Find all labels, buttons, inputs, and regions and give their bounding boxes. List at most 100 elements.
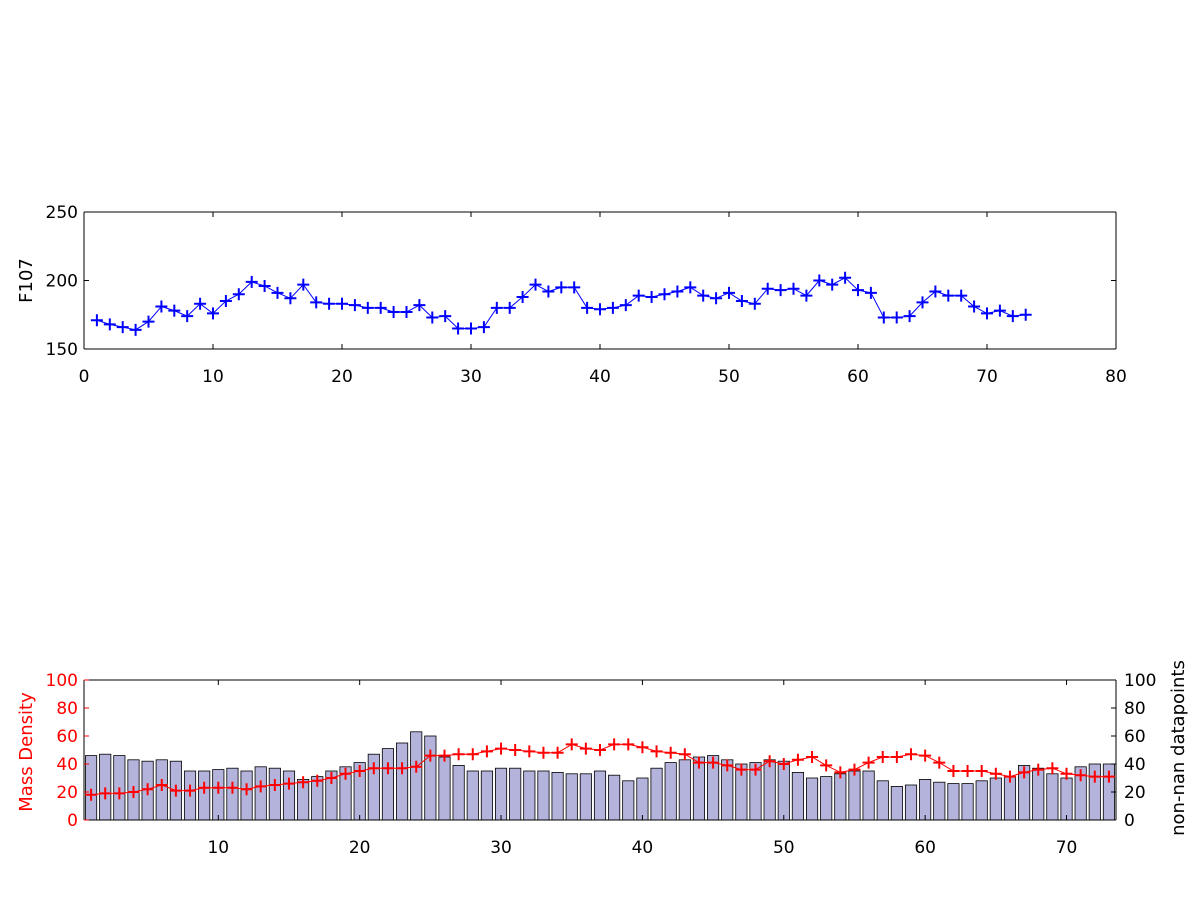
mass-density-point bbox=[806, 751, 819, 763]
mass-density-point bbox=[678, 748, 691, 761]
mass-density-point bbox=[311, 774, 324, 787]
x-tick-label: 0 bbox=[79, 367, 90, 387]
f107-data-point bbox=[813, 274, 826, 287]
datapoints-bar bbox=[1032, 767, 1045, 821]
datapoints-bar bbox=[678, 759, 691, 821]
datapoints-bar bbox=[480, 770, 493, 821]
mass-density-point bbox=[692, 756, 705, 769]
datapoints-bar bbox=[933, 781, 946, 821]
datapoints-bar bbox=[537, 770, 550, 821]
f107-data-point bbox=[581, 301, 594, 314]
f107-data-point bbox=[735, 295, 748, 308]
datapoints-bar bbox=[1046, 773, 1059, 821]
f107-data-point bbox=[310, 296, 323, 309]
f107-data-point bbox=[671, 285, 684, 298]
datapoints-bar bbox=[791, 772, 804, 821]
f107-data-point bbox=[697, 289, 710, 302]
datapoints-bar bbox=[198, 770, 211, 821]
mass-density-point bbox=[777, 758, 790, 770]
mass-density-point bbox=[367, 762, 380, 775]
f107-data-point bbox=[516, 290, 529, 303]
f107-data-point bbox=[877, 311, 890, 324]
f107-data-point bbox=[684, 281, 697, 294]
mass-density-point bbox=[1032, 763, 1045, 776]
mass-density-point bbox=[396, 762, 409, 775]
mass-density-point bbox=[325, 772, 338, 784]
mass-density-point bbox=[791, 753, 804, 766]
x-tick-label: 70 bbox=[976, 367, 998, 387]
mass-density-point bbox=[509, 744, 522, 756]
datapoints-bar bbox=[565, 773, 578, 821]
mass-density-point bbox=[721, 759, 734, 772]
x-tick-label: 60 bbox=[914, 838, 936, 858]
mass-density-point bbox=[339, 767, 352, 780]
datapoints-bar bbox=[820, 776, 833, 821]
f107-data-point bbox=[993, 304, 1006, 317]
datapoints-bar bbox=[961, 783, 974, 821]
mass-density-point bbox=[1060, 767, 1073, 780]
mass-density-point bbox=[650, 745, 663, 758]
mass-density-point bbox=[353, 765, 366, 777]
f107-data-point bbox=[168, 304, 181, 317]
datapoints-bar bbox=[523, 770, 536, 821]
f107-data-point bbox=[968, 300, 981, 313]
datapoints-bar bbox=[381, 748, 394, 821]
left-y-tick-label: 100 bbox=[46, 671, 78, 691]
datapoints-bar bbox=[268, 767, 281, 821]
f107-data-point bbox=[452, 322, 465, 335]
mass-density-point bbox=[735, 763, 748, 776]
f107-data-point bbox=[490, 301, 503, 314]
f107-data-point bbox=[594, 303, 606, 316]
f107-data-point bbox=[477, 321, 490, 334]
datapoints-bar bbox=[593, 770, 607, 821]
mass-density-point bbox=[452, 748, 465, 761]
f107-data-point bbox=[336, 297, 348, 310]
f107-data-point bbox=[800, 289, 813, 302]
mass-density-point bbox=[664, 746, 677, 759]
mass-density-point bbox=[551, 746, 564, 759]
x-tick-label: 70 bbox=[1056, 838, 1078, 858]
datapoints-bar bbox=[608, 774, 621, 821]
mass-density-point bbox=[707, 756, 720, 769]
f107-data-point bbox=[348, 299, 361, 312]
mass-density-point bbox=[240, 783, 253, 796]
mass-density-point bbox=[141, 783, 154, 796]
left-y-tick-label: 60 bbox=[56, 727, 78, 747]
datapoints-bar bbox=[862, 770, 875, 821]
datapoints-bar bbox=[650, 767, 663, 821]
f107-data-point bbox=[916, 296, 929, 309]
f107-data-point bbox=[400, 306, 413, 319]
f107-data-point bbox=[219, 295, 232, 308]
mass-density-point bbox=[608, 738, 621, 751]
datapoints-bar bbox=[438, 756, 451, 821]
f107-data-point bbox=[207, 307, 219, 320]
mass-density-point bbox=[127, 786, 140, 798]
mass-density-point bbox=[184, 784, 197, 797]
y-tick-label: 250 bbox=[46, 203, 78, 223]
x-tick-label: 10 bbox=[202, 367, 224, 387]
f107-data-point bbox=[155, 300, 168, 313]
x-tick-label: 40 bbox=[589, 367, 611, 387]
datapoints-bar bbox=[1060, 777, 1073, 821]
f107-data-point bbox=[116, 321, 129, 334]
f107-data-point bbox=[568, 281, 581, 294]
f107-data-point bbox=[826, 278, 839, 291]
right-y-tick-label: 60 bbox=[1124, 727, 1146, 747]
mass-density-point bbox=[947, 765, 960, 777]
datapoints-bar bbox=[947, 783, 960, 821]
mass-density-point bbox=[636, 741, 649, 754]
datapoints-bar bbox=[890, 786, 903, 821]
right-y-tick-label: 20 bbox=[1124, 783, 1146, 803]
datapoints-bar bbox=[212, 769, 225, 821]
mass-density-point bbox=[537, 746, 550, 759]
f107-data-point bbox=[297, 278, 310, 291]
f107-data-point bbox=[503, 301, 516, 314]
right-y-tick-label: 0 bbox=[1124, 811, 1135, 831]
mass-density-point bbox=[905, 748, 918, 761]
f107-data-point bbox=[890, 311, 903, 324]
datapoints-bar bbox=[579, 773, 592, 821]
datapoints-bar bbox=[777, 760, 790, 821]
y-tick-label: 150 bbox=[46, 340, 78, 360]
mass-density-point bbox=[975, 765, 988, 777]
